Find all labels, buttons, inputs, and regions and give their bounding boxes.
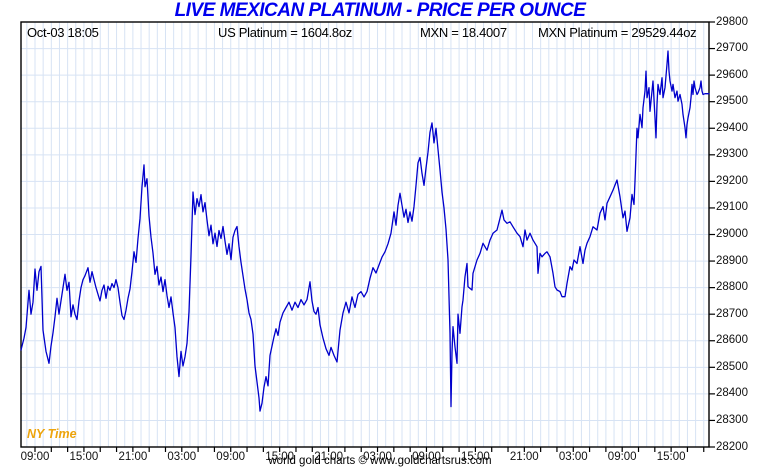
x-axis-tick-label: 21:00 <box>314 451 343 463</box>
x-axis-tick-label: 15:00 <box>656 451 686 463</box>
price-line <box>20 50 710 412</box>
x-axis-tick-label: 15:00 <box>69 451 99 463</box>
y-axis-tick-label: 29600 <box>716 68 748 81</box>
x-axis-tick-label: 03:00 <box>363 451 392 463</box>
y-axis-tick-label: 28800 <box>716 281 748 294</box>
y-axis-tick-label: 29500 <box>716 95 748 108</box>
x-axis-tick-label: 21:00 <box>118 451 148 463</box>
y-axis-tick-label: 28200 <box>716 440 748 453</box>
quote-datetime: Oct-03 18:05 <box>27 25 99 40</box>
y-axis-tick-label: 29000 <box>716 228 748 240</box>
y-axis-tick-label: 29800 <box>716 15 748 28</box>
timezone-note: NY Time <box>27 427 77 441</box>
us-platinum-quote: US Platinum = 1604.8oz <box>218 25 352 40</box>
y-axis-tick-label: 28400 <box>716 387 748 400</box>
x-axis-tick-label: 03:00 <box>558 451 588 463</box>
y-axis-tick-label: 29200 <box>716 174 748 187</box>
y-axis-tick-label: 28300 <box>716 413 748 426</box>
y-axis-tick-label: 29700 <box>716 42 748 55</box>
x-axis-tick-label: 21:00 <box>509 451 539 463</box>
x-axis-tick-label: 09:00 <box>216 451 246 463</box>
x-axis-tick-label: 15:00 <box>265 451 295 463</box>
page-title: LIVE MEXICAN PLATINUM - PRICE PER OUNCE <box>174 0 586 21</box>
y-axis-tick-label: 28900 <box>716 254 748 267</box>
x-axis-tick-label: 09:00 <box>20 451 50 463</box>
x-axis-tick-label: 03:00 <box>167 451 197 463</box>
x-axis-tick-label: 09:00 <box>412 451 441 463</box>
y-axis-tick-label: 29100 <box>716 201 748 214</box>
y-axis-tick-label: 29400 <box>716 121 748 134</box>
mxn-platinum-quote: MXN Platinum = 29529.44oz <box>538 25 697 40</box>
y-axis-tick-label: 29300 <box>716 148 748 161</box>
y-axis-tick-label: 28600 <box>716 334 748 347</box>
x-axis-tick-label: 15:00 <box>461 451 490 463</box>
x-axis-tick-label: 09:00 <box>607 451 637 463</box>
mxn-exchange-rate: MXN = 18.4007 <box>420 25 507 40</box>
copyright-footer: world gold charts © www.goldchartsrus.co… <box>268 455 492 467</box>
y-axis-tick-label: 28500 <box>716 360 748 373</box>
y-axis-tick-label: 28700 <box>716 307 748 320</box>
